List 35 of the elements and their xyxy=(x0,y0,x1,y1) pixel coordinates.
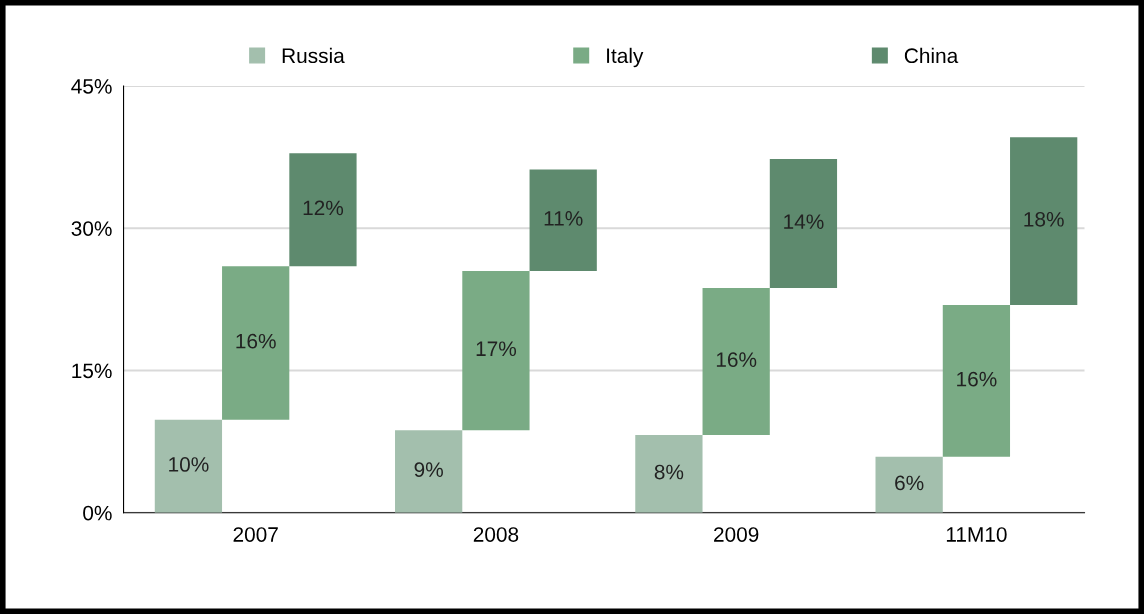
data-label: 12% xyxy=(303,200,344,216)
data-label: 17% xyxy=(476,341,517,357)
data-label: 16% xyxy=(957,371,997,387)
y-tick-label: 45% xyxy=(71,79,112,94)
y-tick-label: 30% xyxy=(71,221,112,236)
bar xyxy=(942,305,1011,457)
data-label: 6% xyxy=(895,475,924,491)
bar xyxy=(635,434,703,513)
data-label: 8% xyxy=(654,464,684,480)
data-label: 16% xyxy=(236,333,276,349)
data-label: 18% xyxy=(1024,211,1064,227)
data-label: 11% xyxy=(544,211,583,226)
y-tick-label: 15% xyxy=(72,363,112,379)
x-tick-label: 11M10 xyxy=(946,527,1007,542)
x-tick-label: 2009 xyxy=(714,527,759,542)
y-tick-label: 0% xyxy=(83,505,112,521)
bar xyxy=(529,169,597,271)
bar xyxy=(395,430,463,513)
legend-label: Italy xyxy=(607,47,644,68)
legend-label: Russia xyxy=(282,47,345,64)
bar xyxy=(289,153,357,267)
data-label: 10% xyxy=(169,457,209,472)
data-label: 9% xyxy=(414,462,443,478)
x-tick-label: 2008 xyxy=(473,527,519,542)
bar xyxy=(222,266,290,420)
x-tick-label: 2007 xyxy=(233,527,278,542)
legend-label: China xyxy=(904,47,959,64)
bar xyxy=(1010,137,1078,306)
data-label: 14% xyxy=(784,214,824,229)
data-label: 16% xyxy=(716,352,757,368)
bar xyxy=(702,287,770,435)
bar xyxy=(154,419,223,513)
bar xyxy=(875,456,943,513)
bar xyxy=(462,270,530,431)
bar xyxy=(769,158,838,288)
